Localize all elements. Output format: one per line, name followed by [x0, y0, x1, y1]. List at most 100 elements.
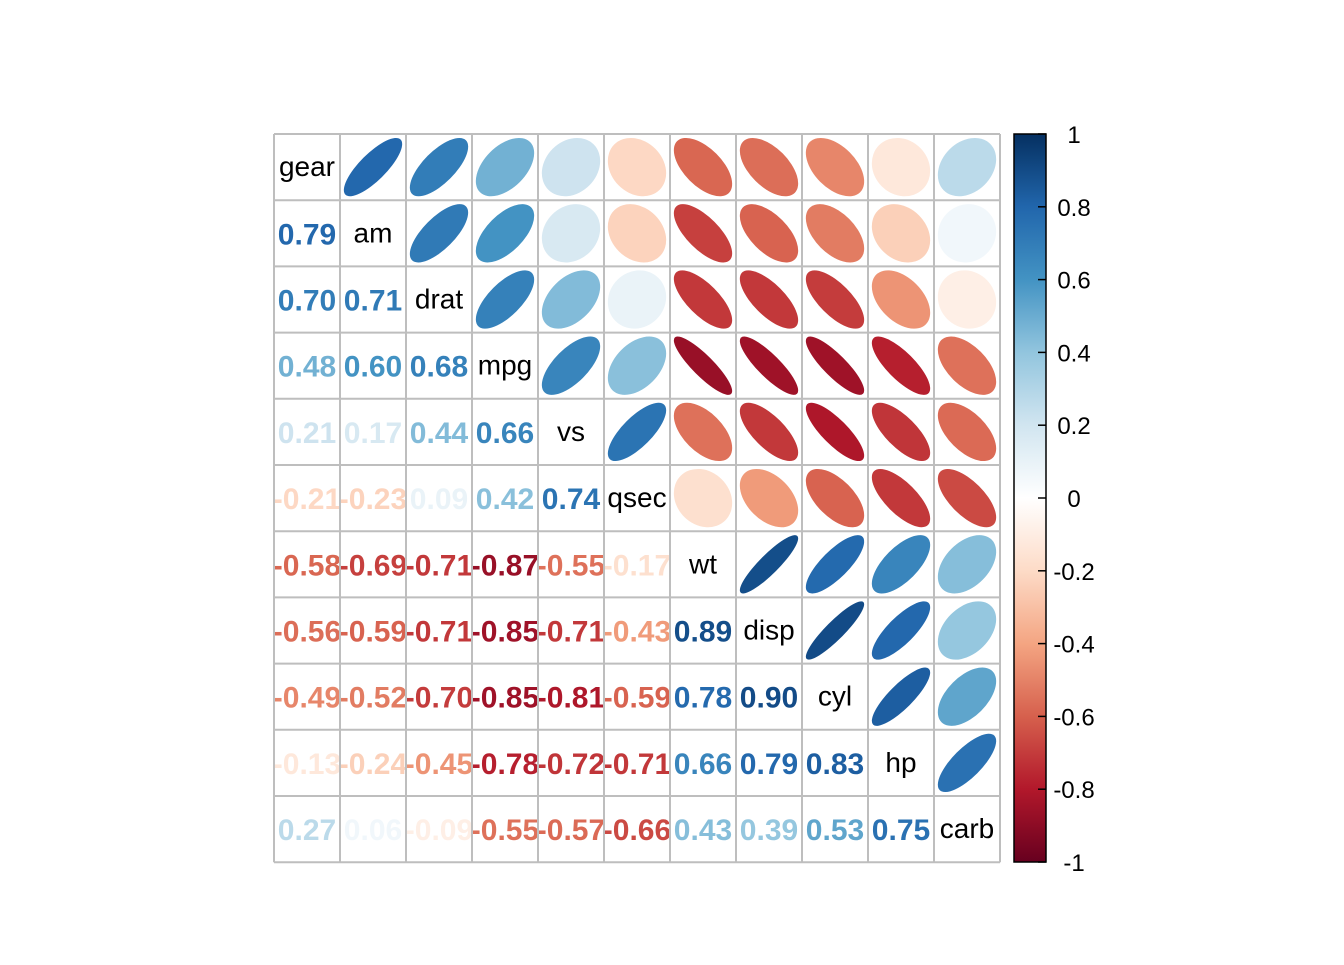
corr-ellipse-am-hp: [871, 204, 931, 263]
diag-label-drat: drat: [415, 284, 463, 315]
corr-value-wt-gear: -0.58: [273, 549, 341, 582]
corr-value-hp-disp: 0.79: [740, 748, 798, 781]
corr-ellipse-am-vs: [541, 204, 601, 263]
corr-value-carb-drat: -0.09: [405, 814, 473, 847]
corr-value-qsec-vs: 0.74: [542, 483, 601, 516]
corr-value-mpg-gear: 0.48: [278, 351, 336, 384]
colorbar-tick-label: 0.6: [1057, 268, 1090, 295]
diag-label-am: am: [354, 217, 393, 248]
corr-value-carb-hp: 0.75: [872, 814, 930, 847]
corr-value-drat-gear: 0.70: [278, 285, 336, 318]
corr-ellipse-drat-vs: [541, 270, 601, 329]
corr-ellipse-mpg-vs: [541, 336, 601, 395]
matrix-cells: gear 0.79 am 0.70 0.71 drat 0.48 0.60 0.68 mpg 0.2…: [273, 133, 1001, 864]
corr-ellipse-vs-hp: [871, 402, 931, 462]
colorbar-tick-label: 1: [1067, 122, 1080, 149]
corr-ellipse-wt-carb: [937, 535, 997, 594]
diag-label-disp: disp: [743, 615, 794, 646]
colorbar-tick-label: -0.8: [1053, 777, 1094, 804]
corr-ellipse-mpg-disp: [739, 336, 799, 395]
corr-ellipse-wt-hp: [871, 535, 931, 594]
corr-ellipse-drat-wt: [673, 270, 733, 329]
corr-value-carb-qsec: -0.66: [603, 814, 671, 847]
corr-ellipse-gear-qsec: [607, 137, 667, 197]
corr-ellipse-gear-am: [343, 137, 403, 197]
corr-ellipse-gear-mpg: [475, 137, 535, 197]
corr-value-hp-cyl: 0.83: [806, 748, 864, 781]
corr-value-hp-am: -0.24: [339, 748, 408, 781]
colorbar-tick-label: 0.2: [1057, 413, 1090, 440]
corr-value-cyl-am: -0.52: [339, 682, 407, 715]
corr-ellipse-mpg-carb: [937, 336, 997, 395]
corr-ellipse-vs-wt: [673, 402, 733, 462]
corr-ellipse-vs-cyl: [805, 402, 865, 462]
diag-label-mpg: mpg: [478, 350, 532, 381]
colorbar-tick-label: -0.6: [1053, 704, 1094, 731]
corr-ellipse-disp-hp: [871, 601, 931, 660]
corr-ellipse-am-carb: [937, 204, 997, 263]
corr-ellipse-disp-cyl: [805, 601, 865, 660]
corr-value-disp-vs: -0.71: [537, 616, 605, 649]
diag-label-vs: vs: [557, 416, 585, 447]
corr-ellipse-gear-cyl: [805, 137, 865, 197]
corr-value-disp-drat: -0.71: [405, 616, 473, 649]
corr-value-carb-gear: 0.27: [278, 814, 336, 847]
corr-ellipse-vs-carb: [937, 402, 997, 462]
corr-ellipse-cyl-hp: [871, 667, 931, 726]
corr-value-vs-am: 0.17: [344, 417, 402, 450]
colorbar-tick-label: -0.2: [1053, 559, 1094, 586]
corr-ellipse-qsec-disp: [739, 468, 799, 528]
corr-ellipse-am-disp: [739, 204, 799, 263]
corr-ellipse-gear-wt: [673, 137, 733, 197]
diag-label-cyl: cyl: [818, 681, 852, 712]
corr-value-hp-wt: 0.66: [674, 748, 732, 781]
corr-value-qsec-drat: 0.09: [410, 483, 468, 516]
corr-ellipse-drat-mpg: [475, 270, 535, 329]
corr-value-carb-am: 0.06: [344, 814, 402, 847]
corr-ellipse-cyl-carb: [937, 667, 997, 726]
colorbar-tick-label: 0: [1067, 486, 1080, 513]
corr-value-qsec-am: -0.23: [339, 483, 407, 516]
corr-value-qsec-mpg: 0.42: [476, 483, 534, 516]
corr-ellipse-am-wt: [673, 204, 733, 263]
corr-value-drat-am: 0.71: [344, 285, 402, 318]
colorbar-tick-label: 0.8: [1057, 195, 1090, 222]
corr-ellipse-hp-carb: [937, 733, 997, 793]
diag-label-wt: wt: [688, 548, 717, 579]
corr-ellipse-qsec-wt: [673, 468, 733, 528]
corr-ellipse-wt-cyl: [805, 535, 865, 594]
corr-value-disp-qsec: -0.43: [603, 616, 671, 649]
colorbar-tick-label: -0.4: [1053, 632, 1094, 659]
corr-value-cyl-wt: 0.78: [674, 682, 732, 715]
corr-ellipse-gear-vs: [541, 137, 601, 197]
corr-ellipse-drat-qsec: [607, 270, 667, 329]
corr-ellipse-mpg-cyl: [805, 336, 865, 395]
colorbar: 1 0.8 0.6 0.4 0.2 0 -0.2 -0.4 -0.6 -0.8 -1: [1013, 122, 1095, 877]
corr-value-carb-disp: 0.39: [740, 814, 798, 847]
corr-ellipse-vs-disp: [739, 402, 799, 462]
corr-value-disp-am: -0.59: [339, 616, 407, 649]
corr-value-cyl-gear: -0.49: [273, 682, 341, 715]
corr-ellipse-qsec-cyl: [805, 468, 865, 528]
corr-ellipse-drat-hp: [871, 270, 931, 329]
corr-value-hp-qsec: -0.71: [603, 748, 671, 781]
corr-value-qsec-gear: -0.21: [273, 483, 341, 516]
colorbar-tick-label: -1: [1063, 850, 1084, 877]
corr-value-disp-gear: -0.56: [273, 616, 341, 649]
diag-label-hp: hp: [885, 747, 916, 778]
corr-ellipse-mpg-qsec: [607, 336, 667, 395]
corr-value-mpg-am: 0.60: [344, 351, 402, 384]
corr-ellipse-am-cyl: [805, 204, 865, 263]
corr-value-am-gear: 0.79: [278, 218, 336, 251]
corr-ellipse-drat-cyl: [805, 270, 865, 329]
corr-ellipse-gear-disp: [739, 137, 799, 197]
corr-value-wt-vs: -0.55: [537, 549, 605, 582]
corr-value-cyl-disp: 0.90: [740, 682, 798, 715]
corr-ellipse-drat-carb: [937, 270, 997, 329]
corr-ellipse-drat-disp: [739, 270, 799, 329]
corr-ellipse-qsec-hp: [871, 468, 931, 528]
corr-value-carb-vs: -0.57: [537, 814, 605, 847]
corr-value-disp-mpg: -0.85: [471, 616, 539, 649]
corr-value-vs-drat: 0.44: [410, 417, 469, 450]
